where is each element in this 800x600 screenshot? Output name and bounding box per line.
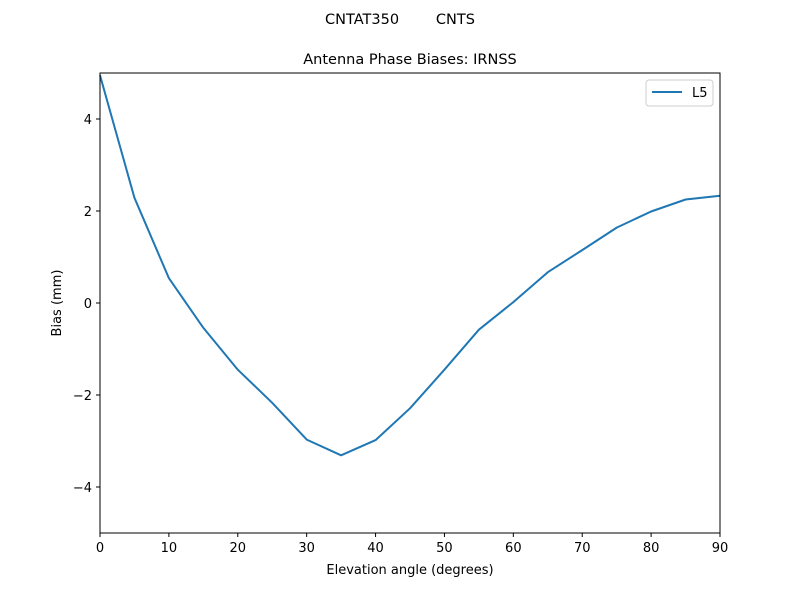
legend-label: L5 <box>692 86 708 101</box>
y-axis-label: Bias (mm) <box>50 270 65 337</box>
series-line-l5 <box>99 75 721 457</box>
x-tick-label: 90 <box>712 541 729 556</box>
x-axis-label: Elevation angle (degrees) <box>326 563 493 578</box>
x-tick-label: 30 <box>298 541 315 556</box>
x-tick-label: 40 <box>367 541 384 556</box>
x-tick-label: 80 <box>643 541 660 556</box>
x-tick-label: 70 <box>574 541 591 556</box>
y-axis: −4 −2 0 2 4 <box>73 113 100 496</box>
y-tick-label: −4 <box>73 481 92 496</box>
legend: L5 <box>645 79 714 107</box>
y-tick-label: 0 <box>84 297 92 312</box>
x-tick-label: 60 <box>505 541 522 556</box>
y-tick-label: 4 <box>84 113 92 128</box>
chart-title: Antenna Phase Biases: IRNSS <box>303 52 517 68</box>
axes-frame <box>99 72 721 534</box>
x-tick-label: 20 <box>230 541 247 556</box>
y-tick-label: 2 <box>84 205 92 220</box>
plot-area <box>99 75 721 457</box>
x-tick-label: 10 <box>161 541 178 556</box>
figure-suptitle: CNTAT350 CNTS <box>325 12 475 28</box>
x-tick-label: 50 <box>436 541 453 556</box>
y-tick-label: −2 <box>73 389 92 404</box>
x-axis: 0 10 20 30 40 50 60 70 80 90 <box>96 533 728 556</box>
x-tick-label: 0 <box>96 541 104 556</box>
